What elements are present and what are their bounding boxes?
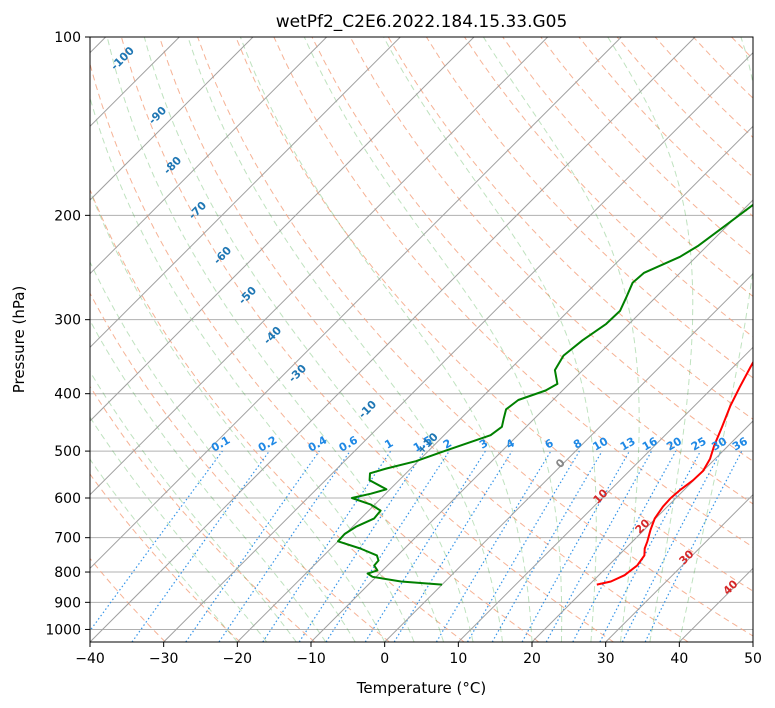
y-axis-label: Pressure (hPa) (10, 286, 28, 394)
temperature-line (596, 360, 753, 586)
y-tick-label: 900 (54, 595, 81, 611)
x-tick-label: −10 (296, 651, 326, 667)
y-tick-label: 300 (54, 313, 81, 329)
dry-adiabat (159, 37, 689, 642)
dewpoint-line (337, 203, 753, 586)
isotherm (163, 51, 753, 642)
moist-adiabat (303, 37, 563, 642)
isotherm (605, 493, 753, 642)
mixing-ratio-line (262, 450, 392, 642)
y-tick-label: 200 (54, 208, 81, 224)
isotherm (531, 420, 753, 642)
skewed-isotherms (90, 37, 753, 642)
dry-adiabat (311, 37, 753, 505)
moist-adiabat (143, 37, 474, 642)
pressure-gridlines (90, 37, 753, 630)
moist-adiabats (90, 37, 753, 642)
x-tick-label: 0 (380, 651, 389, 667)
moist-adiabat (106, 37, 445, 642)
dry-adiabat (464, 37, 753, 338)
moist-adiabat (187, 37, 503, 642)
y-tick-label: 1000 (45, 622, 81, 638)
moist-adiabat (90, 189, 386, 642)
dry-adiabat (502, 37, 753, 298)
x-tick-label: −40 (75, 651, 105, 667)
moist-adiabat (90, 370, 297, 642)
moist-adiabat (383, 37, 597, 642)
dry-adiabat (387, 37, 753, 420)
moist-adiabat (607, 37, 694, 642)
y-tick-label: 400 (54, 387, 81, 403)
sounding-series (337, 203, 753, 586)
moist-adiabat (482, 37, 640, 642)
x-tick-label: −30 (149, 651, 179, 667)
moist-adiabat (678, 37, 753, 642)
x-axis-label: Temperature (°C) (356, 679, 486, 697)
mixing-ratio-line (545, 450, 653, 642)
plot-frame (89, 36, 754, 643)
isotherm (90, 37, 696, 642)
moist-adiabat (90, 416, 268, 642)
isotherm (90, 37, 401, 349)
y-tick-label: 600 (54, 491, 81, 507)
x-tick-label: 50 (744, 651, 762, 667)
x-tick-label: 20 (523, 651, 541, 667)
mixing-ratio-line (185, 450, 320, 642)
isotherm (90, 37, 622, 570)
isotherm (384, 272, 753, 642)
y-tick-label: 100 (54, 30, 81, 46)
dry-adiabat (273, 37, 753, 548)
mixing-ratio-line (218, 450, 351, 642)
x-tick-label: −20 (223, 651, 253, 667)
x-tick-label: 10 (449, 651, 467, 667)
dry-adiabat (90, 188, 465, 642)
mixing-ratio-line (521, 450, 631, 642)
dry-adiabat (120, 37, 614, 642)
x-tick-label: 40 (670, 651, 688, 667)
moist-adiabat (239, 37, 533, 642)
x-tick-label: 30 (597, 651, 615, 667)
isotherm (310, 199, 753, 642)
dry-adiabat (349, 37, 753, 462)
isotherm (90, 37, 475, 422)
isotherm (457, 346, 753, 642)
axes: −40 −30 −20 −10 0 10 20 30 40 50 100 200 300 400 500 60… (45, 30, 762, 667)
mixing-ratio-line (644, 450, 743, 642)
moist-adiabat (90, 319, 327, 642)
mixing-ratio-line (131, 450, 270, 642)
dry-adiabat (90, 473, 241, 642)
dry-adiabat (235, 37, 753, 592)
chart-title: wetPf2_C2E6.2022.184.15.33.G05 (276, 12, 568, 32)
isotherm (90, 37, 254, 201)
dry-adiabat (90, 62, 540, 642)
y-tick-label: 800 (54, 565, 81, 581)
dry-adiabat (90, 385, 316, 642)
isotherm (90, 37, 328, 275)
moist-adiabat (90, 260, 356, 642)
mixing-ratio-line (298, 450, 425, 642)
dry-adiabat (90, 292, 390, 642)
mixing-ratio-line (572, 450, 677, 642)
isotherm (90, 37, 549, 496)
y-tick-label: 700 (54, 531, 81, 547)
mixing-ratio-line (90, 450, 223, 632)
moist-adiabat (90, 458, 238, 642)
y-tick-label: 500 (54, 444, 81, 460)
mixing-ratio-line (393, 450, 513, 642)
